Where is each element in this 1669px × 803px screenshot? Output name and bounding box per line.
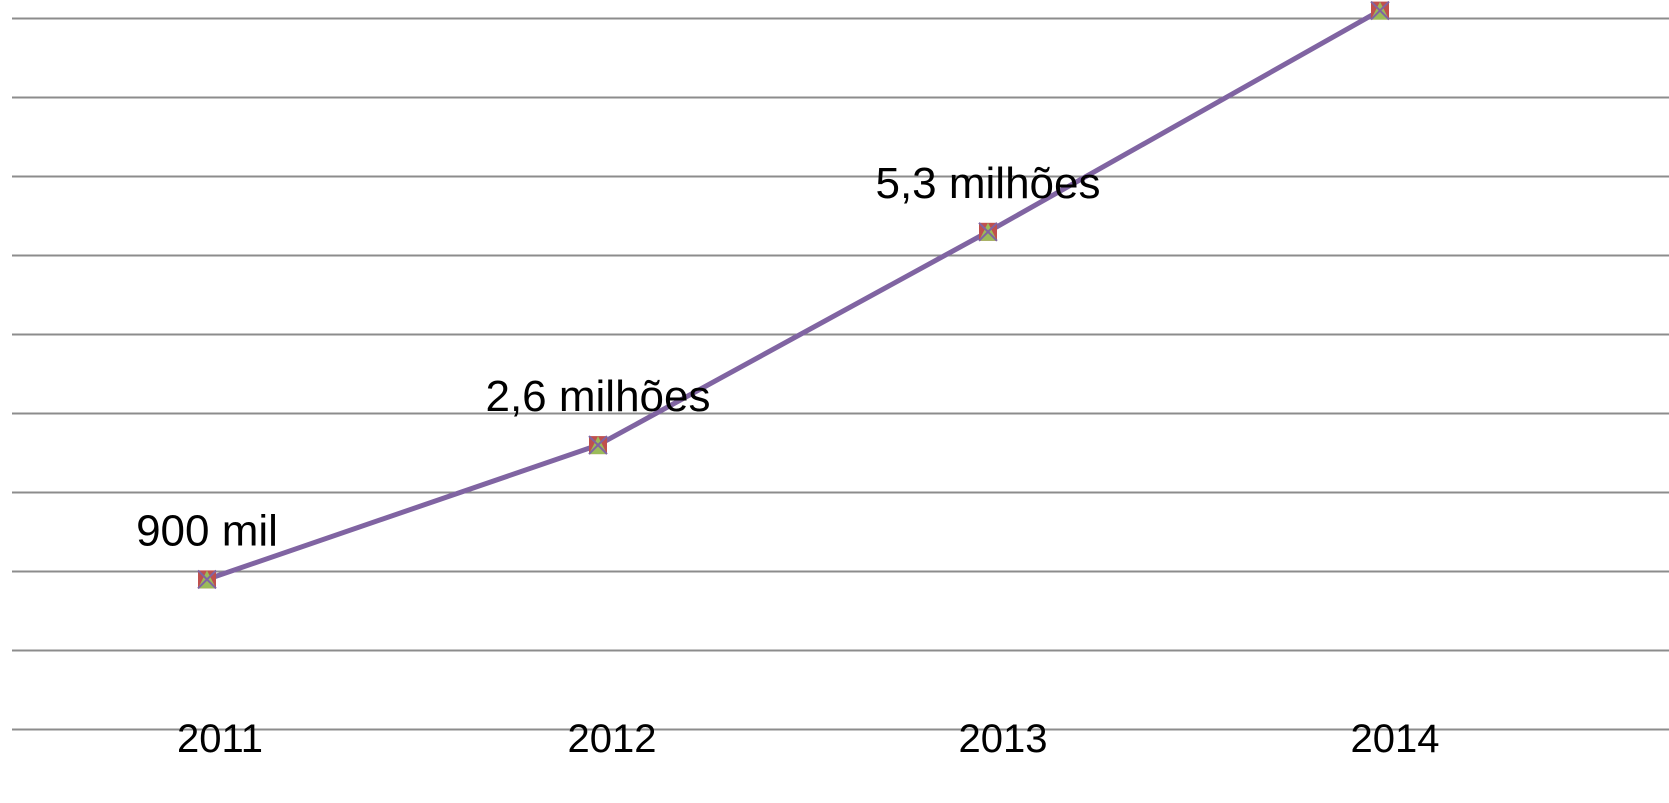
- gridlines: [12, 17, 1669, 731]
- x-axis-ticks: 2011 2012 2013 2014: [177, 717, 1440, 761]
- data-point-marker: [197, 569, 217, 590]
- data-label: 900 mil: [136, 506, 278, 555]
- data-label: 5,3 milhões: [875, 159, 1100, 208]
- marker-cross: [978, 222, 998, 242]
- data-point-marker: [978, 222, 998, 242]
- x-tick-label: 2012: [568, 717, 657, 761]
- series-line: [204, 8, 1383, 582]
- x-tick-label: 2014: [1351, 717, 1440, 761]
- series: [197, 0, 1390, 590]
- x-tick-label: 2013: [959, 717, 1048, 761]
- data-point-marker: [1370, 0, 1390, 21]
- data-label: 2,6 milhões: [485, 372, 710, 421]
- marker-cross: [588, 435, 608, 455]
- data-point-marker: [588, 435, 608, 455]
- x-tick-label: 2011: [177, 717, 263, 761]
- marker-cross: [1370, 0, 1390, 21]
- marker-cross: [197, 569, 217, 590]
